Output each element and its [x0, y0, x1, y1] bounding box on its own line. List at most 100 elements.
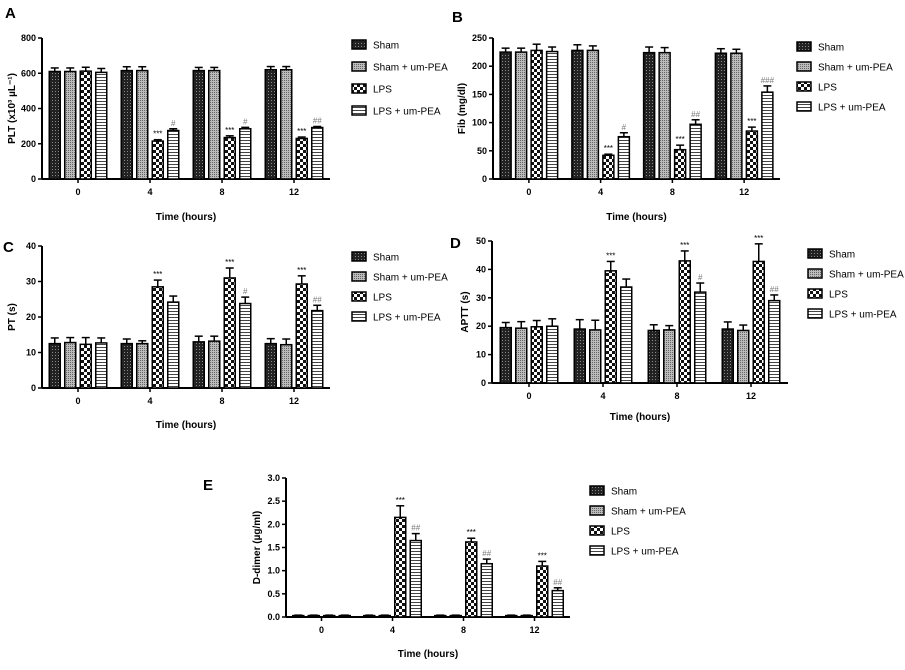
y-tick-label: 1.0	[267, 566, 280, 576]
x-tick-label: 8	[670, 187, 675, 197]
significance-label: ***	[225, 258, 234, 267]
x-tick-label: 12	[289, 396, 299, 406]
chart-panel-b: B 0 50 100 150 200 250 0 4 *** #8 *** ## 12 *** ### Time…	[452, 9, 893, 223]
significance-label: #	[698, 273, 703, 282]
legend-swatch	[351, 291, 367, 302]
legend-label: Sham + um-PEA	[373, 63, 448, 74]
significance-label: ***	[680, 241, 689, 250]
x-tick-label: 12	[746, 391, 756, 401]
y-tick-label: 100	[472, 118, 487, 128]
bar	[530, 326, 543, 384]
legend-label: LPS + um-PEA	[829, 310, 897, 321]
panel-label: A	[5, 5, 16, 22]
legend-swatch	[351, 311, 367, 322]
x-tick-label: 12	[529, 625, 539, 635]
bar	[678, 260, 691, 384]
significance-label: ***	[675, 135, 684, 144]
legend-label: Sham + um-PEA	[611, 507, 686, 518]
significance-label: ***	[604, 144, 613, 153]
bar	[208, 340, 221, 389]
chart-panel-d: D 0 10 20 30 40 50 0 4 *** 8 *** #12 *** ## Time (hours…	[450, 234, 904, 423]
x-tick-label: 4	[390, 625, 395, 635]
y-axis-label: PT (s)	[7, 303, 18, 331]
y-tick-label: 600	[21, 68, 36, 78]
panel-label: B	[452, 9, 463, 26]
bar	[617, 135, 631, 180]
x-tick-label: 8	[219, 396, 224, 406]
significance-label: ***	[747, 117, 756, 126]
significance-label: ##	[553, 578, 562, 587]
bar	[514, 51, 528, 180]
significance-label: ***	[297, 266, 306, 275]
y-tick-label: 0.5	[267, 589, 280, 599]
significance-label: ***	[754, 234, 763, 243]
bar	[546, 325, 559, 384]
bar	[280, 68, 293, 180]
y-tick-label: 30	[26, 277, 36, 287]
legend-swatch	[807, 288, 823, 299]
x-tick-label: 12	[289, 187, 299, 197]
y-tick-label: 0	[482, 174, 487, 184]
legend-swatch	[589, 525, 605, 536]
bar	[647, 329, 660, 384]
legend-label: LPS	[373, 293, 392, 304]
bar	[192, 341, 205, 389]
x-tick-label: 8	[461, 625, 466, 635]
y-tick-label: 20	[26, 312, 36, 322]
bar	[280, 343, 293, 389]
bar	[136, 342, 149, 389]
legend-swatch	[807, 268, 823, 279]
y-tick-label: 3.0	[267, 473, 280, 483]
y-axis-label: Fib (mg/dl)	[457, 83, 468, 134]
bar	[79, 343, 92, 389]
legend-label: LPS	[829, 290, 848, 301]
bar	[264, 342, 277, 389]
legend-label: Sham + um-PEA	[373, 273, 448, 284]
bar	[737, 329, 750, 384]
panel-label: C	[3, 239, 14, 256]
significance-label: ***	[396, 496, 405, 505]
bar	[151, 140, 164, 180]
y-tick-label: 50	[477, 146, 487, 156]
bar	[95, 71, 108, 180]
significance-label: ***	[225, 126, 234, 135]
bar	[192, 69, 205, 180]
bar	[642, 51, 656, 180]
bar	[480, 562, 493, 618]
y-tick-label: 0	[31, 174, 36, 184]
x-tick-label: 8	[219, 187, 224, 197]
bar	[536, 565, 549, 618]
significance-label: #	[243, 287, 248, 296]
legend-swatch	[796, 41, 812, 52]
legend-swatch	[351, 271, 367, 282]
legend-label: LPS + um-PEA	[373, 107, 441, 118]
significance-label: ***	[538, 551, 547, 560]
legend-label: LPS + um-PEA	[373, 313, 441, 324]
y-tick-label: 2.5	[267, 496, 280, 506]
bar	[48, 342, 61, 389]
bar	[730, 52, 743, 180]
bar	[545, 50, 559, 180]
legend-swatch	[796, 61, 812, 72]
bar	[311, 309, 324, 389]
x-tick-label: 0	[75, 396, 80, 406]
y-tick-label: 50	[476, 236, 486, 246]
legend-label: LPS	[611, 527, 630, 538]
y-axis-label: APTT (s)	[460, 291, 471, 332]
bar	[663, 329, 676, 384]
bar	[394, 516, 407, 618]
x-tick-label: 8	[674, 391, 679, 401]
x-axis-label: Time (hours)	[610, 412, 670, 423]
y-tick-label: 2.0	[267, 519, 280, 529]
bar	[586, 49, 600, 180]
y-tick-label: 0	[481, 378, 486, 388]
bar	[499, 51, 512, 180]
y-tick-label: 200	[21, 139, 36, 149]
x-axis-label: Time (hours)	[156, 212, 216, 223]
significance-label: #	[622, 123, 627, 132]
significance-label: ##	[313, 295, 322, 304]
y-tick-label: 30	[476, 293, 486, 303]
legend-label: Sham	[373, 253, 399, 264]
bar	[465, 541, 478, 618]
x-tick-label: 0	[75, 187, 80, 197]
